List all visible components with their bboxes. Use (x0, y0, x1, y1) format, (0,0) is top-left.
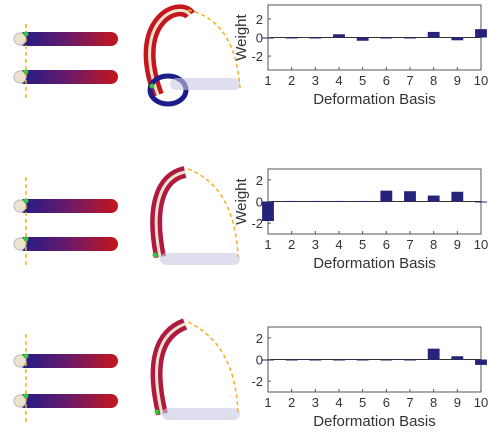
x-tick-label-8: 8 (430, 395, 437, 410)
bar-6 (380, 37, 393, 39)
bar-3 (309, 359, 322, 361)
y-tick-label-1: 0 (256, 353, 263, 368)
bar-8 (427, 348, 440, 360)
y-axis-label: Weight (233, 13, 250, 60)
weight-chart-1: 1 2 3 4 5 6 7 8 9 10 2 0 -2 Deformation Basis Weight (233, 4, 488, 108)
bent-rod-3 (150, 318, 240, 420)
x-tick-label-8: 8 (430, 73, 437, 88)
x-tick-label-8: 8 (430, 237, 437, 252)
x-tick-label-1: 1 (264, 73, 271, 88)
x-tick-label-5: 5 (359, 237, 366, 252)
row-1: 1 2 3 4 5 6 7 8 9 10 2 0 -2 Deformation Basis Weight (0, 0, 490, 147)
x-tick-label-2: 2 (288, 73, 295, 88)
weight-chart-3: 1 2 3 4 5 6 7 8 9 10 2 0 -2 Deformation Basis (251, 326, 488, 430)
bar-3 (309, 200, 322, 202)
x-tick-label-10: 10 (474, 237, 488, 252)
y-tick-label-0: 2 (256, 173, 263, 188)
x-tick-label-3: 3 (312, 395, 319, 410)
y-tick-label-0: 2 (256, 331, 263, 346)
x-tick-label-5: 5 (359, 73, 366, 88)
bar-10 (475, 201, 487, 203)
bar-4 (333, 359, 345, 361)
x-axis-label: Deformation Basis (313, 91, 436, 108)
y-tick-label-2: -2 (251, 49, 263, 64)
bar-9 (451, 191, 464, 202)
x-tick-label-9: 9 (454, 73, 461, 88)
x-tick-label-4: 4 (335, 237, 342, 252)
bar-2 (285, 37, 298, 39)
bar-8 (427, 195, 440, 202)
row-2: 1 2 3 4 5 6 7 8 9 10 2 0 -2 Deformation Basis Weight (0, 147, 490, 294)
x-tick-label-4: 4 (335, 395, 342, 410)
bar-7 (404, 37, 416, 39)
y-axis-label: Weight (233, 177, 250, 224)
x-tick-label-3: 3 (312, 73, 319, 88)
bar-1 (262, 201, 274, 221)
bar-7 (404, 359, 416, 361)
bar-5 (356, 37, 369, 41)
y-tick-label-2: -2 (251, 374, 263, 389)
weight-chart-2: 1 2 3 4 5 6 7 8 9 10 2 0 -2 Deformation Basis Weight (233, 168, 488, 272)
bar-8 (427, 31, 440, 38)
x-tick-label-9: 9 (454, 395, 461, 410)
row-3-figure (13, 318, 240, 424)
x-tick-label-6: 6 (383, 73, 390, 88)
x-tick-label-6: 6 (383, 237, 390, 252)
straight-rods-3 (13, 334, 118, 424)
bar-4 (333, 34, 345, 38)
x-tick-label-2: 2 (288, 237, 295, 252)
bar-9 (451, 37, 464, 41)
bar-2 (285, 359, 298, 361)
x-axis-label: Deformation Basis (313, 255, 436, 272)
x-tick-label-4: 4 (335, 73, 342, 88)
bar-4 (333, 200, 345, 202)
bent-rod-2 (150, 166, 240, 265)
bar-10 (475, 359, 487, 365)
bar-6 (380, 359, 393, 361)
bent-rod-1 (143, 4, 241, 107)
x-tick-label-10: 10 (474, 73, 488, 88)
bar-3 (309, 37, 322, 39)
bar-7 (404, 191, 416, 202)
x-tick-label-1: 1 (264, 237, 271, 252)
bar-2 (285, 200, 298, 202)
bar-5 (356, 359, 369, 361)
x-tick-label-2: 2 (288, 395, 295, 410)
bar-9 (451, 356, 464, 360)
x-tick-label-6: 6 (383, 395, 390, 410)
x-tick-label-10: 10 (474, 395, 488, 410)
row-1-figure (13, 4, 241, 107)
straight-rods-1 (13, 24, 118, 100)
bar-5 (356, 200, 369, 202)
x-tick-label-1: 1 (264, 395, 271, 410)
x-tick-label-7: 7 (406, 237, 413, 252)
bar-6 (380, 190, 393, 202)
row-2-figure (13, 166, 240, 265)
row-3: 1 2 3 4 5 6 7 8 9 10 2 0 -2 Deformation Basis (0, 294, 490, 441)
y-tick-label-1: 0 (256, 195, 263, 210)
straight-rods-2 (13, 177, 118, 265)
x-axis-label: Deformation Basis (313, 413, 436, 430)
x-tick-label-5: 5 (359, 395, 366, 410)
x-tick-label-9: 9 (454, 237, 461, 252)
y-tick-label-2: -2 (251, 216, 263, 231)
y-tick-label-1: 0 (256, 31, 263, 46)
x-tick-label-7: 7 (406, 395, 413, 410)
bar-10 (475, 29, 487, 38)
y-tick-label-0: 2 (256, 12, 263, 27)
x-tick-label-7: 7 (406, 73, 413, 88)
x-tick-label-3: 3 (312, 237, 319, 252)
